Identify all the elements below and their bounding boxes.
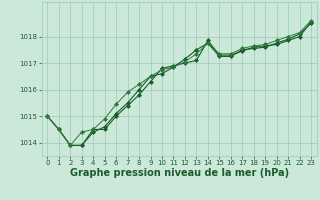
- X-axis label: Graphe pression niveau de la mer (hPa): Graphe pression niveau de la mer (hPa): [70, 168, 289, 178]
